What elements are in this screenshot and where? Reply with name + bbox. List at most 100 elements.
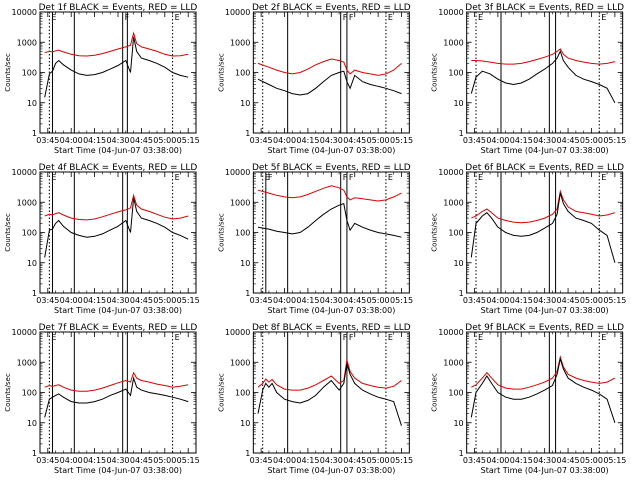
marker-label: E <box>601 173 606 182</box>
marker-label: E <box>601 333 606 342</box>
y-tick-label: 10 <box>453 419 463 428</box>
marker-label: E <box>265 173 270 182</box>
x-tick-label: 04:45 <box>130 296 153 305</box>
marker-label: F <box>349 173 354 182</box>
y-tick-label: 10000 <box>225 8 250 17</box>
x-tick-label: 03:45 <box>250 296 273 305</box>
x-axis-label: Start Time (04-Jun-07 03:38:00) <box>54 146 182 155</box>
x-tick-label: 04:30 <box>533 296 556 305</box>
marker-label: E <box>478 13 483 22</box>
lld-series-line <box>257 58 402 76</box>
x-axis-label: Start Time (04-Jun-07 03:38:00) <box>267 306 395 315</box>
y-tick-label: 1 <box>32 449 37 458</box>
y-tick-label: 1 <box>245 449 250 458</box>
x-tick-label: 04:30 <box>320 296 343 305</box>
y-tick-label: 100 <box>235 69 250 78</box>
x-tick-label: 04:30 <box>106 296 129 305</box>
x-tick-label: 03:45 <box>250 456 273 465</box>
x-tick-label: 03:45 <box>36 136 59 145</box>
y-tick-label: 100 <box>22 229 37 238</box>
y-tick-label: 10000 <box>12 328 37 337</box>
events-series-line <box>257 70 402 96</box>
y-axis-label: Counts/sec <box>4 213 12 252</box>
y-axis-label: Counts/sec <box>431 213 439 252</box>
x-tick-label: 05:15 <box>603 136 626 145</box>
x-tick-label: 04:45 <box>130 456 153 465</box>
y-axis-label: Counts/sec <box>4 53 12 92</box>
y-tick-label: 100 <box>448 69 463 78</box>
marker-label: F <box>343 13 348 22</box>
y-tick-label: 1 <box>245 129 250 138</box>
lld-series-line <box>471 48 616 65</box>
y-tick-label: 1000 <box>230 358 250 367</box>
x-tick-label: 05:00 <box>580 296 603 305</box>
x-tick-label: 04:15 <box>296 296 319 305</box>
lld-series-line <box>44 31 189 57</box>
chart-panel-6: Det 6f BLACK = Events, RED = LLD 1 10 100 10… <box>431 163 627 315</box>
events-series-line <box>44 36 189 98</box>
marker-label: F <box>349 333 354 342</box>
marker-label: F <box>125 13 130 22</box>
y-axis-label: Counts/sec <box>431 373 439 412</box>
y-tick-label: 10 <box>27 419 37 428</box>
y-tick-label: 100 <box>22 69 37 78</box>
x-tick-label: 04:30 <box>533 136 556 145</box>
x-tick-label: 05:00 <box>153 136 176 145</box>
y-tick-label: 10 <box>240 259 250 268</box>
events-series-line <box>470 192 616 263</box>
x-tick-label: 04:00 <box>273 296 296 305</box>
x-tick-label: 05:15 <box>603 296 626 305</box>
marker-label: E <box>388 333 393 342</box>
y-tick-label: 1 <box>32 129 37 138</box>
y-axis-label: Counts/sec <box>217 53 225 92</box>
x-tick-label: 04:00 <box>486 456 509 465</box>
y-tick-label: 10000 <box>438 8 463 17</box>
chart-title: Det 4f BLACK = Events, RED = LLD <box>39 163 198 173</box>
chart-title: Det 2f BLACK = Events, RED = LLD <box>252 3 411 13</box>
x-axis-label: Start Time (04-Jun-07 03:38:00) <box>481 466 609 475</box>
x-tick-label: 05:00 <box>580 456 603 465</box>
y-tick-label: 1000 <box>17 198 37 207</box>
y-tick-label: 1000 <box>443 198 463 207</box>
x-tick-label: 04:15 <box>296 456 319 465</box>
events-series-line <box>470 358 616 423</box>
x-axis-label: Start Time (04-Jun-07 03:38:00) <box>267 466 395 475</box>
marker-label: E <box>478 173 483 182</box>
x-tick-label: 04:45 <box>130 136 153 145</box>
marker-label: F <box>349 13 354 22</box>
x-tick-label: 04:45 <box>343 456 366 465</box>
y-tick-label: 1000 <box>230 38 250 47</box>
y-tick-label: 10 <box>27 259 37 268</box>
x-tick-label: 04:45 <box>557 296 580 305</box>
x-tick-label: 03:45 <box>463 296 486 305</box>
y-tick-label: 1 <box>459 449 464 458</box>
y-tick-label: 1000 <box>17 358 37 367</box>
marker-label: E <box>51 173 56 182</box>
chart-panel-7: Det 7f BLACK = Events, RED = LLD 1 10 100 10… <box>4 323 200 475</box>
chart-panel-4: Det 4f BLACK = Events, RED = LLD 1 10 100 10… <box>4 163 200 315</box>
x-tick-label: 05:15 <box>177 296 200 305</box>
y-tick-label: 1 <box>245 289 250 298</box>
x-tick-label: 04:15 <box>510 456 533 465</box>
lld-series-line <box>471 189 616 224</box>
x-tick-label: 03:45 <box>36 456 59 465</box>
x-tick-label: 04:30 <box>320 136 343 145</box>
x-tick-label: 04:15 <box>510 296 533 305</box>
marker-label: E <box>51 13 56 22</box>
x-tick-label: 04:15 <box>296 136 319 145</box>
marker-label: F <box>268 173 273 182</box>
y-tick-label: 1000 <box>230 198 250 207</box>
x-axis-label: Start Time (04-Jun-07 03:38:00) <box>54 306 182 315</box>
marker-label: E <box>175 13 180 22</box>
x-tick-label: 04:00 <box>273 456 296 465</box>
x-tick-label: 05:00 <box>367 136 390 145</box>
chart-title: Det 8f BLACK = Events, RED = LLD <box>252 323 411 333</box>
x-tick-label: 05:15 <box>390 296 413 305</box>
lld-series-line <box>471 354 616 390</box>
events-series-line <box>257 202 402 238</box>
x-tick-label: 04:30 <box>106 136 129 145</box>
x-tick-label: 05:00 <box>153 456 176 465</box>
x-tick-label: 04:00 <box>60 456 83 465</box>
y-tick-label: 100 <box>235 389 250 398</box>
chart-panel-5: Det 5f BLACK = Events, RED = LLD 1 10 100 10… <box>217 163 413 315</box>
